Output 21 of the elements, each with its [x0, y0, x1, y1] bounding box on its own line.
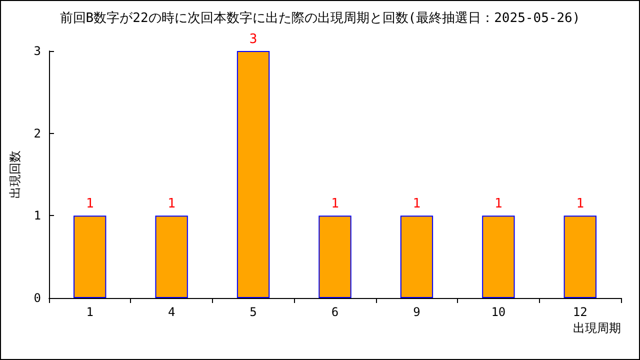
y-axis-title: 出現回数	[8, 150, 22, 198]
data-label: 3	[249, 32, 258, 47]
x-tick-label: 10	[491, 305, 506, 319]
x-tick-label: 6	[331, 305, 339, 319]
x-tick-label: 1	[86, 305, 94, 319]
chart-title: 前回B数字が22の時に次回本数字に出た際の出現周期と回数(最終抽選日：2025-05-26)	[60, 10, 580, 26]
y-tick-label: 0	[34, 291, 41, 305]
x-axis-title: 出現周期	[573, 321, 621, 335]
data-label: 1	[331, 196, 339, 212]
data-label: 1	[412, 196, 421, 212]
data-label: 1	[494, 196, 502, 212]
data-label: 1	[168, 196, 176, 212]
x-tick-label: 4	[168, 305, 176, 319]
y-tick-label: 1	[34, 208, 41, 223]
data-label: 1	[576, 196, 584, 212]
y-tick-label: 2	[34, 126, 41, 140]
x-tick-label: 5	[250, 305, 257, 319]
y-tick-label: 3	[34, 44, 41, 58]
x-tick-label: 12	[572, 305, 588, 319]
data-label: 1	[86, 196, 94, 212]
x-tick-label: 9	[413, 305, 420, 319]
